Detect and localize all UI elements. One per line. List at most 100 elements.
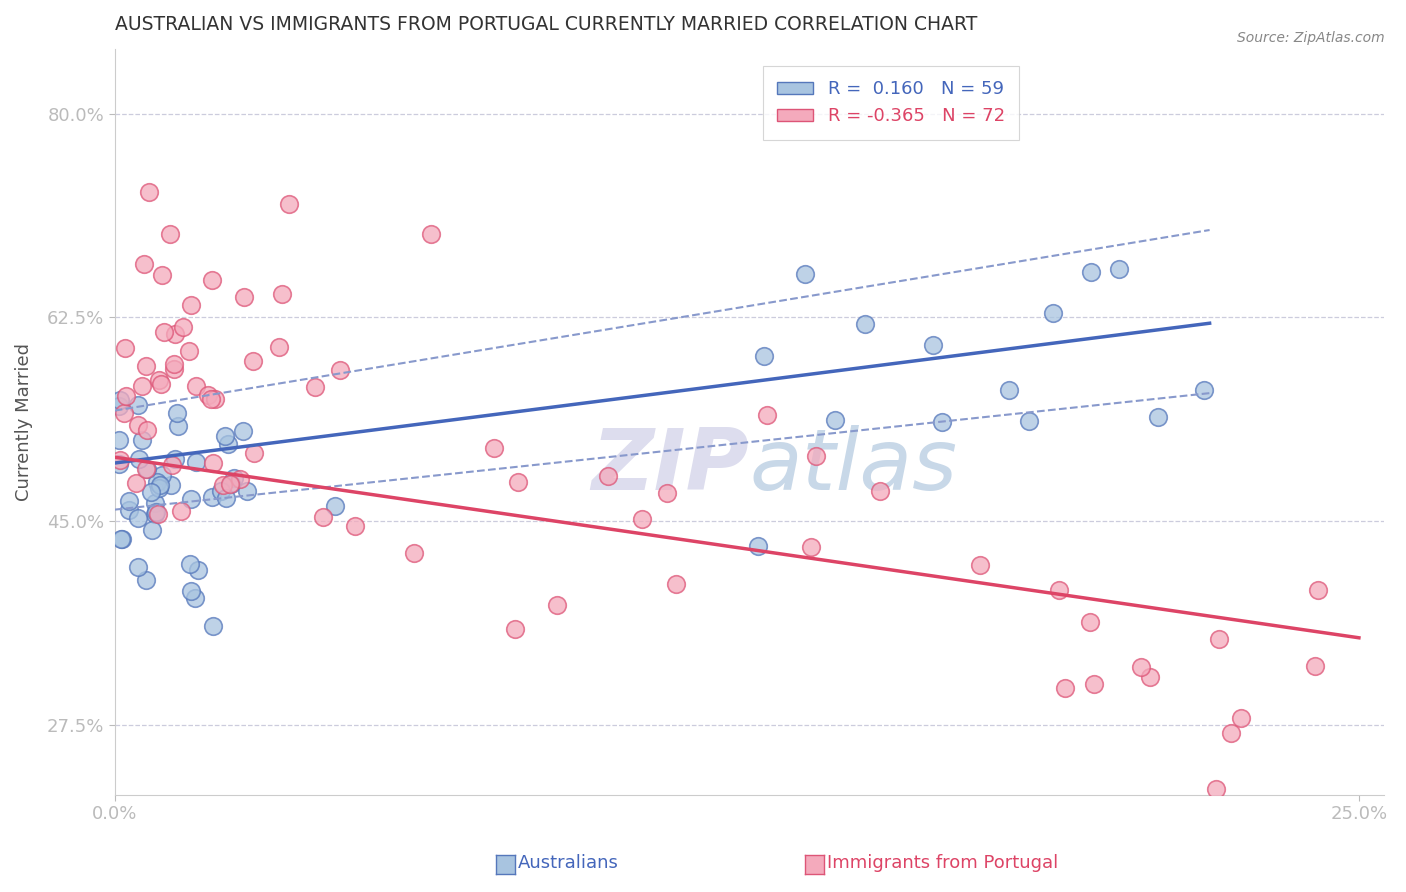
Point xyxy=(546,598,568,612)
Point xyxy=(135,462,157,476)
Point xyxy=(800,540,823,554)
Point xyxy=(1083,677,1105,691)
Point xyxy=(115,389,138,403)
Point xyxy=(1205,782,1227,797)
Text: atlas: atlas xyxy=(749,425,957,508)
Text: Immigrants from Portugal: Immigrants from Portugal xyxy=(827,854,1059,871)
Point xyxy=(128,451,150,466)
Point xyxy=(201,273,224,287)
Point xyxy=(138,186,160,200)
Point xyxy=(184,379,207,393)
Point xyxy=(135,359,157,373)
Point xyxy=(179,557,201,571)
Point xyxy=(747,539,769,553)
Point xyxy=(233,290,256,304)
Point xyxy=(1219,726,1241,740)
Point xyxy=(853,318,876,332)
Point xyxy=(1080,265,1102,279)
Point xyxy=(108,393,131,408)
Point xyxy=(139,484,162,499)
Point xyxy=(180,492,202,507)
Point xyxy=(824,412,846,426)
Point xyxy=(108,458,131,472)
Point xyxy=(166,418,188,433)
Text: Australians: Australians xyxy=(517,854,619,871)
Point xyxy=(1129,660,1152,674)
Point xyxy=(931,415,953,429)
Point xyxy=(214,429,236,443)
Point xyxy=(149,477,172,491)
Point xyxy=(630,511,652,525)
Point xyxy=(484,442,506,456)
Point xyxy=(159,227,181,242)
Point xyxy=(118,494,141,508)
Point xyxy=(1078,615,1101,629)
Legend: R =  0.160   N = 59, R = -0.365   N = 72: R = 0.160 N = 59, R = -0.365 N = 72 xyxy=(763,66,1019,140)
Point xyxy=(1146,409,1168,424)
Point xyxy=(136,462,159,476)
Point xyxy=(232,424,254,438)
Point xyxy=(186,455,208,469)
Point xyxy=(127,511,149,525)
Point xyxy=(1049,583,1071,598)
Point xyxy=(125,476,148,491)
Point xyxy=(1306,582,1329,597)
Point xyxy=(343,519,366,533)
Point xyxy=(127,560,149,574)
Point xyxy=(212,478,235,492)
Point xyxy=(1229,711,1251,725)
Point xyxy=(170,504,193,518)
Point xyxy=(180,584,202,599)
Point xyxy=(215,491,238,505)
Point xyxy=(402,546,425,560)
Point xyxy=(304,380,326,394)
Point xyxy=(153,325,176,339)
Point xyxy=(145,475,167,490)
Point xyxy=(118,502,141,516)
Point xyxy=(325,499,347,513)
Point xyxy=(224,471,246,485)
Point xyxy=(217,437,239,451)
Point xyxy=(209,484,232,499)
Point xyxy=(197,388,219,402)
Point xyxy=(163,362,186,376)
Point xyxy=(1139,670,1161,684)
Point xyxy=(229,472,252,486)
Point xyxy=(503,623,526,637)
Point xyxy=(131,379,153,393)
Point xyxy=(1208,632,1230,646)
Point xyxy=(108,453,131,467)
Point xyxy=(1054,681,1077,695)
Point xyxy=(107,399,129,413)
Point xyxy=(756,408,779,422)
Text: ZIP: ZIP xyxy=(592,425,749,508)
Point xyxy=(997,383,1019,397)
Point xyxy=(131,433,153,447)
Point xyxy=(111,532,134,546)
Point xyxy=(184,591,207,605)
Point xyxy=(141,523,163,537)
Point xyxy=(201,456,224,470)
Point xyxy=(201,490,224,504)
Point xyxy=(1108,262,1130,277)
Point xyxy=(665,577,688,591)
Point xyxy=(506,475,529,490)
Point xyxy=(143,507,166,521)
Point xyxy=(804,449,827,463)
Point xyxy=(114,341,136,355)
Point xyxy=(1303,658,1326,673)
Y-axis label: Currently Married: Currently Married xyxy=(15,343,32,501)
Point xyxy=(143,496,166,510)
Point xyxy=(752,349,775,363)
Point xyxy=(177,343,200,358)
Point xyxy=(219,476,242,491)
Point xyxy=(794,267,817,281)
Point xyxy=(135,573,157,587)
Point xyxy=(112,406,135,420)
Point xyxy=(270,286,292,301)
Point xyxy=(145,505,167,519)
Point xyxy=(869,484,891,499)
Point xyxy=(242,354,264,368)
Point xyxy=(108,433,131,447)
Point xyxy=(242,446,264,460)
